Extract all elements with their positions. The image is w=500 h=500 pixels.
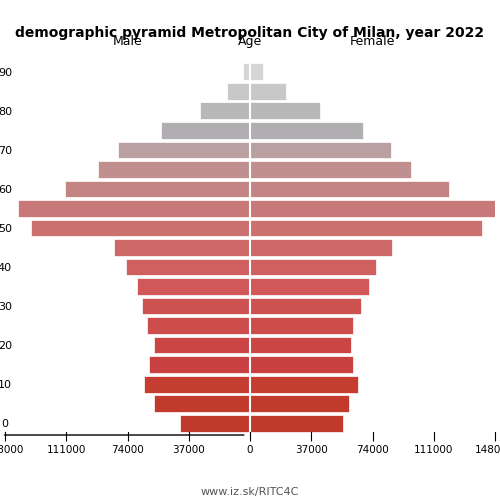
Bar xyxy=(250,102,320,119)
Text: Age: Age xyxy=(238,36,262,49)
Bar xyxy=(250,415,342,432)
Bar xyxy=(250,180,448,197)
Bar xyxy=(154,337,250,353)
Bar xyxy=(250,122,362,138)
Bar xyxy=(250,64,263,80)
Bar xyxy=(250,318,352,334)
Bar xyxy=(126,258,250,276)
Bar xyxy=(98,161,250,178)
Bar xyxy=(250,356,352,373)
Bar xyxy=(250,337,351,353)
Bar xyxy=(32,220,250,236)
Bar xyxy=(144,376,250,392)
Bar xyxy=(250,239,392,256)
Bar xyxy=(250,258,376,276)
Bar xyxy=(64,180,250,197)
Bar xyxy=(148,318,250,334)
Bar xyxy=(118,142,250,158)
Bar xyxy=(200,102,250,119)
Bar xyxy=(138,278,250,295)
Bar xyxy=(250,142,390,158)
Bar xyxy=(149,356,250,373)
Bar xyxy=(160,122,250,138)
Bar xyxy=(250,220,482,236)
Bar xyxy=(250,278,369,295)
Bar xyxy=(244,64,250,80)
Bar xyxy=(250,83,286,100)
Bar xyxy=(250,161,410,178)
Bar xyxy=(250,200,495,216)
Bar xyxy=(250,298,361,314)
Bar xyxy=(180,415,250,432)
Bar xyxy=(250,396,350,412)
Text: demographic pyramid Metropolitan City of Milan, year 2022: demographic pyramid Metropolitan City of… xyxy=(16,26,484,40)
Bar xyxy=(142,298,250,314)
Text: www.iz.sk/RITC4C: www.iz.sk/RITC4C xyxy=(201,488,299,498)
Bar xyxy=(114,239,250,256)
Text: Female: Female xyxy=(350,36,395,49)
Bar xyxy=(227,83,250,100)
Bar xyxy=(18,200,250,216)
Text: Male: Male xyxy=(112,36,142,49)
Bar xyxy=(154,396,250,412)
Bar xyxy=(250,376,358,392)
